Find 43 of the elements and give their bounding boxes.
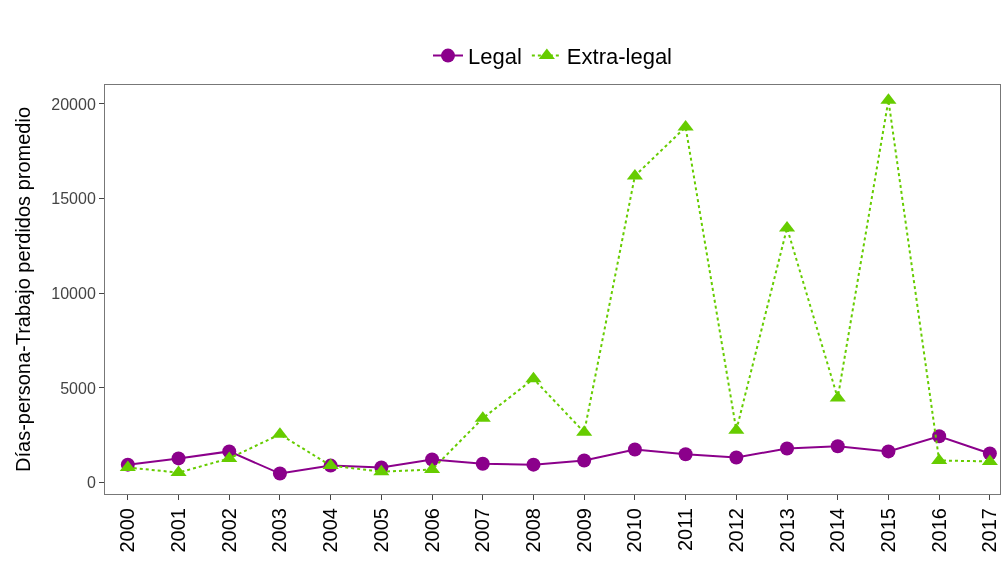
point — [577, 453, 592, 468]
point — [626, 168, 643, 180]
point — [425, 452, 440, 467]
x-tick-label: 2013 — [775, 508, 798, 553]
point — [171, 451, 186, 466]
y-tick-label: 0 — [86, 474, 96, 492]
x-tick-label: 2006 — [420, 508, 443, 553]
point — [932, 429, 947, 444]
x-tick-label: 2011 — [674, 508, 697, 552]
x-tick-label: 2000 — [116, 508, 139, 553]
point — [475, 456, 490, 471]
x-tick-label: 2012 — [724, 508, 747, 553]
point — [881, 444, 896, 459]
point — [830, 439, 845, 454]
point — [780, 441, 795, 456]
point — [729, 450, 744, 465]
x-tick-label: 2008 — [521, 508, 544, 553]
x-tick-label: 2009 — [572, 508, 595, 553]
x-tick-label: 2002 — [217, 508, 240, 553]
y-axis-title: Días-persona-Trabajo perdidos promedio — [11, 107, 34, 472]
y-tick-label: 5000 — [60, 379, 96, 397]
x-tick-label: 2015 — [876, 508, 899, 553]
y-tick-label: 15000 — [51, 190, 96, 208]
point — [526, 457, 541, 472]
x-tick-label: 2017 — [978, 508, 1001, 553]
x-tick-label: 2001 — [167, 508, 190, 553]
point — [678, 447, 693, 462]
x-tick-label: 2014 — [826, 508, 849, 553]
legend-label: Extra-legal — [566, 44, 672, 70]
x-tick-label: 2004 — [319, 508, 342, 553]
point — [170, 465, 187, 477]
point — [272, 466, 287, 481]
x-tick-label: 2010 — [623, 508, 646, 553]
x-tick-label: 2016 — [927, 508, 950, 553]
point — [525, 371, 542, 383]
x-tick-label: 2005 — [369, 508, 392, 553]
legend-label: Legal — [468, 44, 522, 70]
point — [373, 464, 390, 476]
y-tick-label: 10000 — [51, 284, 96, 302]
x-tick-label: 2003 — [268, 508, 291, 553]
x-tick-label: 2007 — [471, 508, 494, 553]
point — [627, 442, 642, 457]
y-tick-label: 20000 — [51, 95, 96, 113]
